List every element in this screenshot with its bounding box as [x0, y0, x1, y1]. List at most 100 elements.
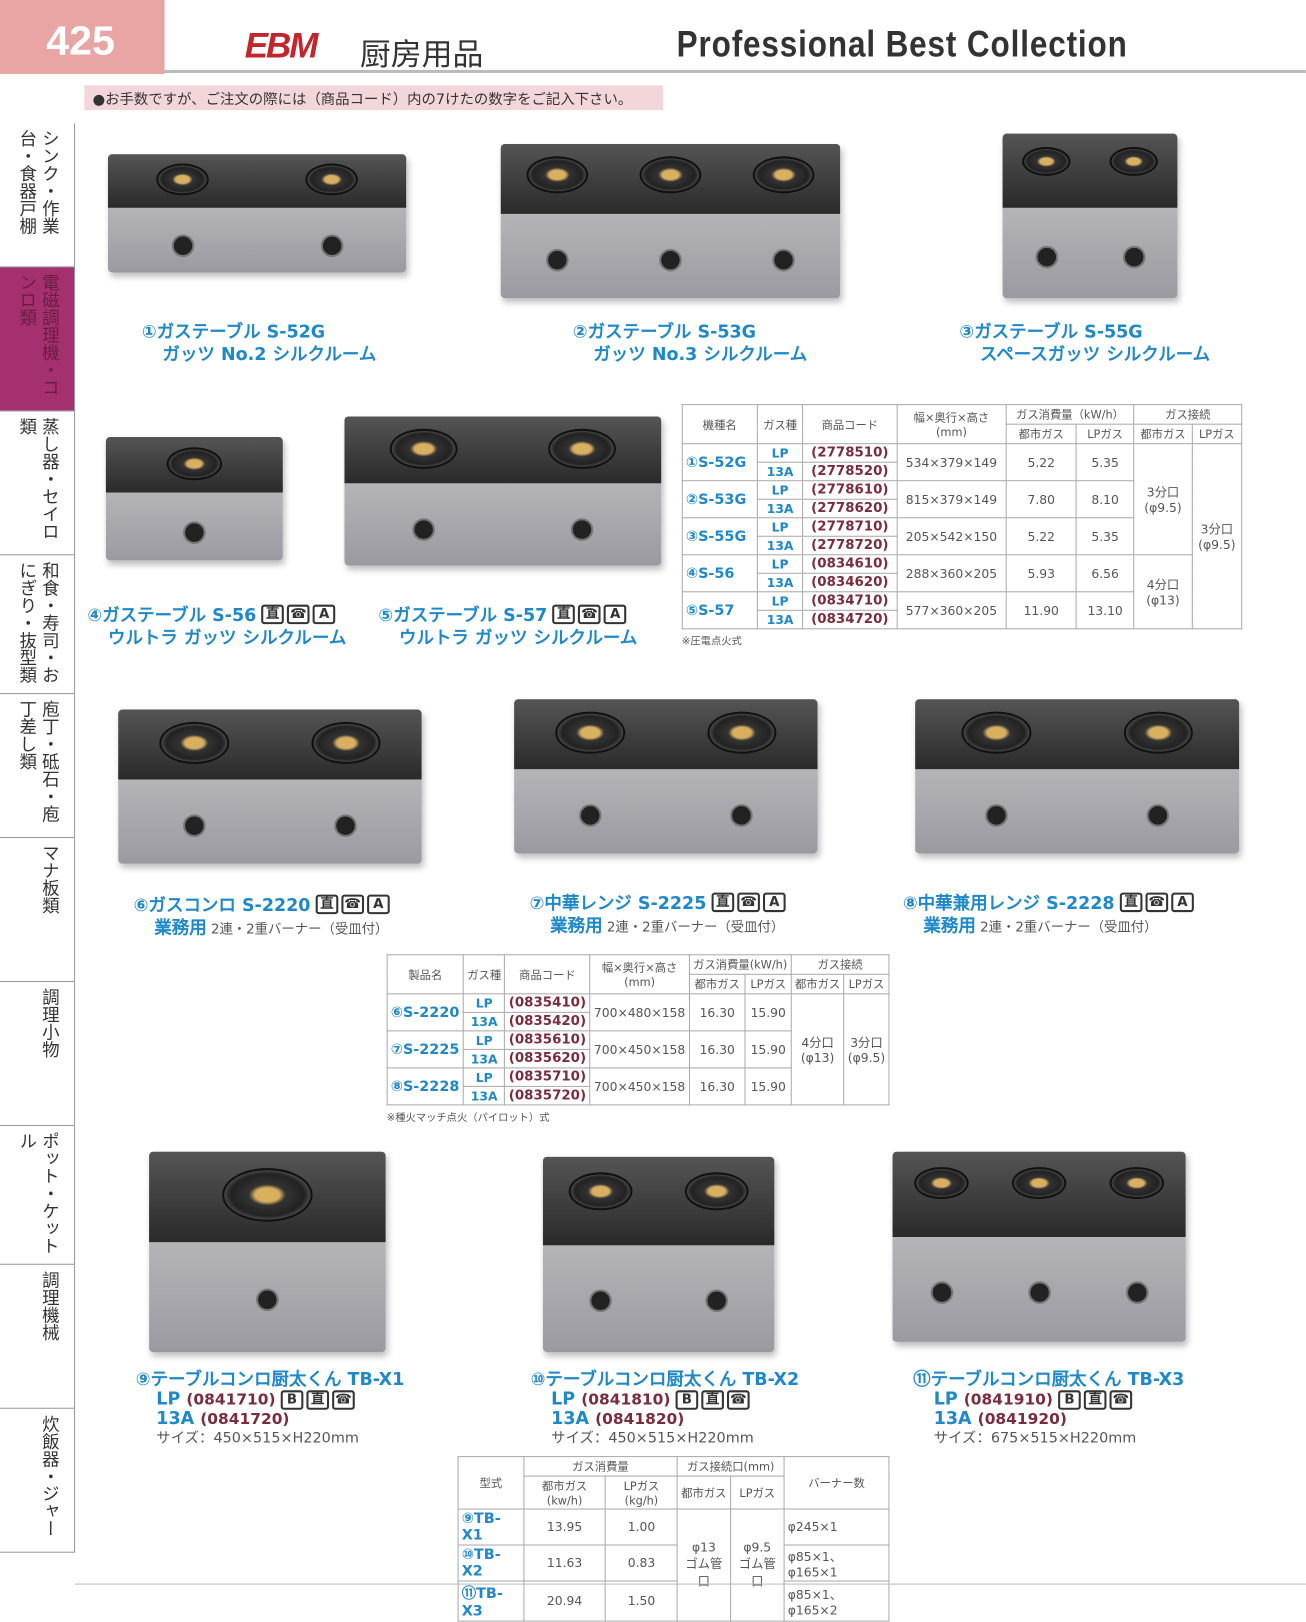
- sidebar-item[interactable]: 炊飯器・ジャー: [0, 1409, 75, 1553]
- city-gas-connection: 3分口 (φ9.5): [1133, 443, 1193, 556]
- service-icon: ☎: [737, 892, 760, 913]
- stove-product-image: [1002, 133, 1178, 299]
- product-description: 2連・2重バーナー（受皿付）: [975, 920, 1158, 936]
- control-knob-icon[interactable]: [412, 517, 435, 541]
- control-knob-icon[interactable]: [171, 234, 194, 258]
- lp-gas-connection: 3分口 (φ9.5): [843, 993, 890, 1106]
- control-knob-icon[interactable]: [182, 814, 206, 838]
- product-title[interactable]: ⑨テーブルコンロ厨太くん TB-X1: [135, 1369, 405, 1391]
- header-row: 機種名 ガス種 商品コード 幅×奥行×高さ (mm) ガス消費量（kW/h） ガス接続: [681, 404, 1243, 445]
- control-knob-icon[interactable]: [183, 520, 206, 544]
- sidebar-item[interactable]: 和食・寿司・おにぎり・抜型類: [0, 555, 75, 695]
- sidebar-item[interactable]: 蒸し器・セイロ類: [0, 411, 75, 556]
- table-row: 13A (2778620): [682, 498, 1241, 519]
- control-knob-icon[interactable]: [256, 1288, 279, 1311]
- sidebar-item[interactable]: ポット・ケットル: [0, 1126, 75, 1265]
- product-icons: 直 ☎ A: [1119, 892, 1194, 913]
- header-dims: 幅×奥行×高さ (mm): [896, 404, 1007, 445]
- burner-icon: [166, 446, 223, 481]
- sidebar-item[interactable]: 調理機械: [0, 1265, 75, 1409]
- product-code: (0835410): [504, 993, 591, 1013]
- product-icons: B 直 ☎: [675, 1390, 750, 1410]
- product-code: (2778710): [802, 517, 898, 537]
- product-icons: 直 ☎ A: [315, 894, 390, 915]
- control-knob-icon[interactable]: [1122, 245, 1146, 269]
- product-subtitle: 業務用 2連・2重バーナー（受皿付）: [530, 915, 786, 940]
- product-code: (0834720): [802, 609, 898, 630]
- product-subtitle: ガッツ No.2 シルクルーム: [142, 343, 376, 366]
- city-gas-consumption: 16.30: [688, 1030, 746, 1069]
- burner-count: φ85×1、φ165×2: [783, 1580, 890, 1622]
- product-title[interactable]: ⑥ガスコンロ S-2220 直 ☎ A: [134, 894, 390, 918]
- control-knob-icon[interactable]: [589, 1289, 613, 1313]
- spec-table: 製品名 ガス種 商品コード 幅×奥行×高さ (mm) ガス消費量(kW/h) ガス接続 都市ガ…: [386, 954, 890, 1106]
- city-gas-connection: φ13 ゴム管口: [676, 1508, 731, 1622]
- gas-type: LP: [156, 1389, 187, 1410]
- control-knob-icon[interactable]: [570, 517, 594, 541]
- table-row: ③S-55G LP (2778710) 205×542×150 5.22 5.35: [681, 517, 1241, 556]
- header-city: 都市ガス: [1005, 423, 1077, 445]
- burner-icon: [1123, 711, 1193, 754]
- control-knob-icon[interactable]: [320, 234, 343, 258]
- subtitle-text: 業務用: [923, 916, 976, 937]
- control-knob-icon[interactable]: [1034, 245, 1058, 269]
- control-knob-icon[interactable]: [984, 804, 1008, 827]
- sidebar-item[interactable]: シンク・作業台・食器戸棚: [0, 123, 75, 268]
- control-knob-icon[interactable]: [705, 1289, 728, 1313]
- gas-type: 13A: [462, 1048, 506, 1069]
- product-title[interactable]: ④ガステーブル S-56 直 ☎ A: [87, 604, 346, 628]
- product-code: (0835710): [504, 1067, 591, 1087]
- lp-gas-consumption: 1.00: [605, 1508, 678, 1546]
- model-name: ⑩TB-X2: [457, 1544, 525, 1582]
- service-icon: A: [762, 892, 786, 913]
- product-title[interactable]: ⑩テーブルコンロ厨太くん TB-X2: [530, 1369, 800, 1391]
- control-knob-icon[interactable]: [772, 248, 795, 272]
- product-code: (0834710): [802, 591, 898, 611]
- header-conn-city: 都市ガス: [1133, 423, 1193, 445]
- gas-type: 13A: [156, 1408, 201, 1430]
- control-knob-icon[interactable]: [578, 804, 602, 827]
- lp-gas-connection: φ9.5 ゴム管口: [729, 1508, 785, 1622]
- product-title[interactable]: ②ガステーブル S-53G: [572, 321, 757, 343]
- product-subtitle: 業務用 2連・2重バーナー（受皿付）: [903, 915, 1194, 940]
- product-title[interactable]: ⑧中華兼用レンジ S-2228 直 ☎ A: [903, 892, 1194, 916]
- control-knob-icon[interactable]: [1027, 1281, 1051, 1304]
- table-row: 13A (0835420): [387, 1011, 889, 1032]
- control-knob-icon[interactable]: [659, 248, 682, 272]
- model-name: ①S-52G: [681, 443, 758, 482]
- control-knob-icon[interactable]: [730, 804, 753, 827]
- product-title[interactable]: ③ガステーブル S-55G: [959, 321, 1143, 343]
- lp-gas-consumption: 15.90: [744, 993, 792, 1032]
- burner-icon: [390, 428, 458, 469]
- control-knob-icon[interactable]: [334, 814, 358, 838]
- sidebar-item[interactable]: マナ板類: [0, 838, 75, 983]
- sidebar-item[interactable]: 庖丁・砥石・庖丁差し類: [0, 694, 75, 839]
- dimensions: 288×360×205: [896, 554, 1007, 593]
- product-code: (0835620): [504, 1048, 591, 1069]
- sidebar-item[interactable]: 調理小物: [0, 982, 75, 1126]
- header-consumption: ガス消費量（kW/h）: [1005, 404, 1135, 425]
- table-row: ⑦S-2225 LP (0835610) 700×450×158 16.30 15.90: [386, 1030, 889, 1069]
- stove-product-image: [149, 1151, 386, 1353]
- control-knob-icon[interactable]: [1125, 1281, 1149, 1304]
- product-title[interactable]: ⑤ガステーブル S-57 直 ☎ A: [378, 604, 637, 628]
- product-title[interactable]: ①ガステーブル S-52G: [141, 321, 326, 343]
- control-knob-icon[interactable]: [1146, 804, 1170, 827]
- product-title[interactable]: ⑪テーブルコンロ厨太くん TB-X3: [913, 1369, 1185, 1391]
- control-knob-icon[interactable]: [546, 248, 569, 272]
- gas-type: LP: [756, 554, 804, 574]
- dimensions: 534×379×149: [896, 443, 1007, 482]
- subtitle-text: ガッツ No.3 シルクルーム: [593, 344, 808, 366]
- header-connection: ガス接続: [790, 954, 890, 975]
- sidebar-item[interactable]: 電磁調理機・コンロ類: [0, 267, 75, 412]
- header-conn-city: 都市ガス: [790, 973, 845, 995]
- control-knob-icon[interactable]: [930, 1281, 953, 1304]
- order-notice: ●お手数ですが、ご注文の際には（商品コード）内の7けたの数字をご記入下さい。: [84, 85, 664, 111]
- header-consumption: ガス消費量(kW/h): [688, 954, 792, 975]
- burner-icon: [914, 1166, 969, 1200]
- header-model: 型式: [457, 1456, 525, 1510]
- table-row: ⑩TB-X2 11.63 0.83 φ85×1、φ165×1: [457, 1544, 890, 1582]
- product-title[interactable]: ⑦中華レンジ S-2225 直 ☎ A: [530, 892, 786, 916]
- header-code: 商品コード: [802, 404, 898, 445]
- product-caption: ⑧中華兼用レンジ S-2228 直 ☎ A 業務用 2連・2重バーナー（受皿付）: [903, 892, 1194, 940]
